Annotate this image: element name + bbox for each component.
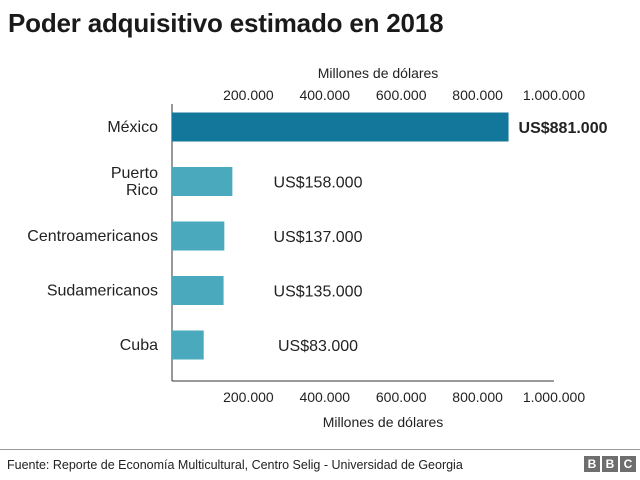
tick-label-bottom: 200.000 bbox=[223, 389, 274, 405]
chart-title: Poder adquisitivo estimado en 2018 bbox=[8, 8, 444, 38]
bar-chart: Millones de dólares Millones de dólares 20… bbox=[27, 65, 608, 430]
value-label: US$158.000 bbox=[274, 175, 363, 192]
category-label: Puerto Rico bbox=[111, 165, 158, 199]
bbc-logo-letter: C bbox=[620, 456, 636, 472]
value-label: US$135.000 bbox=[274, 284, 363, 301]
x-axis-label-bottom: Millones de dólares bbox=[323, 414, 444, 430]
category-label-line: Rico bbox=[126, 182, 158, 199]
bar-1 bbox=[172, 112, 509, 142]
tick-label-top: 1.000.000 bbox=[523, 87, 585, 103]
category-label: Centroamericanos bbox=[27, 228, 158, 245]
bbc-logo: B B C bbox=[584, 456, 636, 472]
category-label-line: Puerto bbox=[111, 165, 158, 182]
value-label: US$137.000 bbox=[274, 229, 363, 246]
value-label: US$83.000 bbox=[278, 338, 358, 355]
x-axis-label-top: Millones de dólares bbox=[318, 65, 439, 81]
tick-label-top: 200.000 bbox=[223, 87, 274, 103]
tick-label-top: 400.000 bbox=[299, 87, 350, 103]
value-label: US$881.000 bbox=[519, 120, 608, 137]
footer-divider bbox=[0, 449, 640, 450]
bar-2 bbox=[172, 167, 233, 196]
tick-label-bottom: 800.000 bbox=[452, 389, 503, 405]
tick-label-bottom: 1.000.000 bbox=[523, 389, 585, 405]
category-label: Cuba bbox=[120, 337, 158, 354]
bar-5 bbox=[172, 330, 204, 360]
category-label-line: México bbox=[107, 119, 158, 136]
category-label-line: Cuba bbox=[120, 337, 158, 354]
category-label-line: Centroamericanos bbox=[27, 228, 158, 245]
tick-label-bottom: 400.000 bbox=[299, 389, 350, 405]
bbc-logo-letter: B bbox=[584, 456, 600, 472]
bar-3 bbox=[172, 221, 225, 251]
category-label-line: Sudamericanos bbox=[47, 283, 158, 300]
tick-label-bottom: 600.000 bbox=[376, 389, 427, 405]
source-note: Fuente: Reporte de Economía Multicultura… bbox=[7, 458, 463, 472]
bar-4 bbox=[172, 276, 224, 305]
bbc-logo-letter: B bbox=[602, 456, 618, 472]
category-label: México bbox=[107, 119, 158, 136]
tick-label-top: 800.000 bbox=[452, 87, 503, 103]
tick-label-top: 600.000 bbox=[376, 87, 427, 103]
category-label: Sudamericanos bbox=[47, 283, 158, 300]
